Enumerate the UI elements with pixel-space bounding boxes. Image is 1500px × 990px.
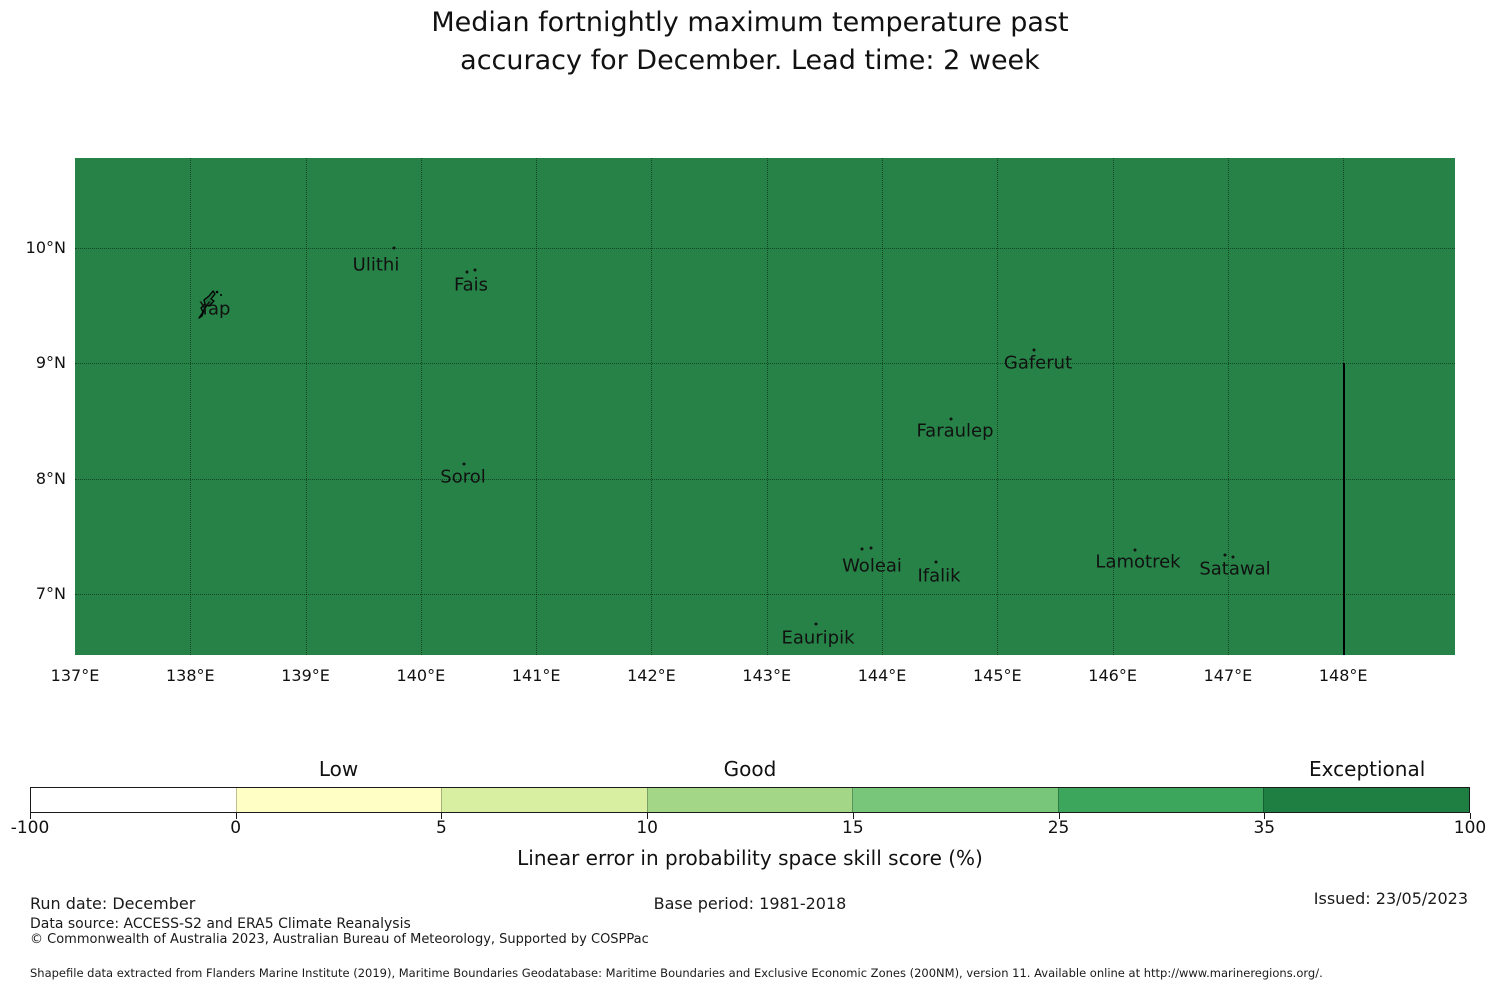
colorbar-tick — [647, 813, 649, 819]
island-label-faraulep: Faraulep — [916, 420, 994, 442]
meridian-gridline — [536, 158, 538, 655]
x-tick-label: 137°E — [50, 666, 100, 685]
colorbar-category-good: Good — [723, 757, 777, 781]
eez-boundary-line — [1343, 363, 1345, 655]
x-tick-label: 140°E — [396, 666, 446, 685]
colorbar-category-exceptional: Exceptional — [1309, 757, 1426, 781]
x-tick-label: 148°E — [1318, 666, 1368, 685]
island-dot-gaferut — [1032, 348, 1036, 352]
colorbar-tick-label: 10 — [636, 818, 658, 838]
yap-island-shape — [198, 290, 222, 319]
x-tick-label: 141°E — [511, 666, 561, 685]
colorbar-tick-label: 100 — [1453, 818, 1487, 838]
island-label-eauripik: Eauripik — [781, 627, 855, 649]
island-dot-lamotrek — [1133, 548, 1137, 552]
meridian-gridline — [997, 158, 999, 655]
meridian-gridline — [420, 158, 422, 655]
meridian-gridline — [651, 158, 653, 655]
meridian-gridline — [766, 158, 768, 655]
colorbar-tick — [235, 813, 237, 819]
x-tick-label: 144°E — [857, 666, 907, 685]
parallel-gridline — [75, 478, 1455, 480]
colorbar-tick — [1058, 813, 1060, 819]
island-dot-woleai — [860, 547, 864, 551]
colorbar-tick-label: 25 — [1047, 818, 1070, 838]
run-date-text: Run date: December — [30, 894, 196, 913]
page-title: Median fortnightly maximum temperature p… — [0, 4, 1500, 80]
island-dot-fais — [473, 268, 477, 272]
island-dot-ifalik — [934, 560, 938, 564]
meridian-gridline — [1112, 158, 1114, 655]
colorbar-category-low: Low — [318, 757, 359, 781]
copyright-text: © Commonwealth of Australia 2023, Austra… — [30, 932, 649, 947]
data-source-text: Data source: ACCESS-S2 and ERA5 Climate … — [30, 916, 411, 932]
colorbar-tick — [1264, 813, 1266, 819]
colorbar-segment — [1057, 788, 1264, 812]
x-tick-label: 142°E — [627, 666, 676, 685]
parallel-gridline — [75, 248, 1455, 249]
base-period-text: Base period: 1981-2018 — [653, 894, 847, 913]
colorbar-segment — [235, 788, 442, 812]
map-area: Yap Ulithi Fais Sorol Gaferut Faraulep Woleai I… — [75, 158, 1455, 655]
island-label-yap: Yap — [199, 298, 231, 320]
y-tick-label: 10°N — [25, 238, 66, 257]
island-label-ulithi: Ulithi — [352, 254, 400, 276]
colorbar-axis-label: Linear error in probability space skill … — [517, 846, 983, 870]
island-label-lamotrek: Lamotrek — [1095, 551, 1181, 573]
colorbar-tick-label: 15 — [842, 818, 864, 838]
colorbar-tick — [852, 813, 854, 819]
y-tick-label: 9°N — [35, 353, 66, 373]
parallel-gridline — [75, 593, 1455, 595]
meridian-gridline — [882, 158, 884, 655]
parallel-gridline — [75, 363, 1455, 365]
island-label-fais: Fais — [453, 274, 489, 296]
colorbar-tick-label: 35 — [1253, 818, 1276, 838]
colorbar-tick-label: -100 — [10, 818, 50, 838]
colorbar-tick — [1470, 813, 1471, 819]
meridian-gridline — [305, 158, 307, 655]
y-tick-label: 8°N — [35, 468, 66, 488]
island-dot-woleai — [869, 546, 873, 550]
y-tick-label: 7°N — [35, 583, 66, 603]
island-dot-fais — [465, 270, 469, 274]
island-dot-satawal — [1223, 553, 1227, 557]
island-label-sorol: Sorol — [440, 466, 486, 488]
x-tick-label: 138°E — [165, 666, 215, 685]
colorbar-tick — [441, 813, 443, 819]
colorbar — [30, 787, 1470, 813]
shapefile-note-text: Shapefile data extracted from Flanders M… — [30, 966, 1323, 980]
island-dot-eauripik — [814, 622, 818, 626]
colorbar-tick-label: 5 — [436, 818, 447, 838]
meridian-gridline — [1227, 158, 1229, 655]
x-tick-label: 147°E — [1203, 666, 1253, 685]
x-tick-label: 139°E — [281, 666, 330, 685]
colorbar-segment — [852, 788, 1058, 812]
issued-date-text: Issued: 23/05/2023 — [1313, 889, 1468, 908]
island-label-satawal: Satawal — [1199, 558, 1271, 580]
island-label-ifalik: Ifalik — [917, 565, 961, 587]
colorbar-tick-label: 0 — [230, 818, 242, 838]
x-tick-label: 143°E — [742, 666, 792, 685]
title-line2: accuracy for December. Lead time: 2 week — [460, 45, 1040, 76]
x-tick-label: 145°E — [973, 666, 1022, 685]
island-label-woleai: Woleai — [842, 555, 902, 577]
meridian-gridline — [190, 158, 192, 655]
island-label-gaferut: Gaferut — [1003, 352, 1073, 374]
island-dot-satawal — [1231, 555, 1235, 559]
colorbar-segment — [1263, 788, 1470, 812]
x-tick-label: 146°E — [1088, 666, 1137, 685]
island-dot-faraulep — [949, 417, 953, 421]
colorbar-segment — [31, 788, 236, 812]
island-dot-ulithi — [392, 246, 396, 250]
colorbar-segment — [646, 788, 853, 812]
island-dot-sorol — [462, 462, 466, 466]
colorbar-tick — [30, 813, 31, 819]
title-line1: Median fortnightly maximum temperature p… — [431, 7, 1069, 38]
colorbar-segment — [441, 788, 647, 812]
